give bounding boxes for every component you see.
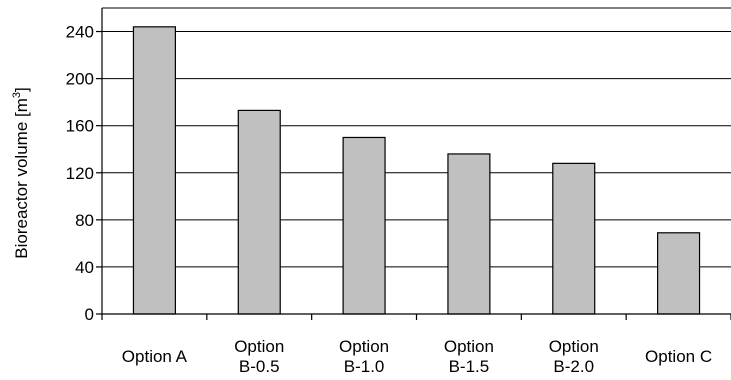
y-tick-labels: 0 40 80 120 160 200 240 bbox=[66, 23, 94, 324]
y-tick-label: 80 bbox=[75, 211, 94, 230]
y-tick-label: 0 bbox=[85, 305, 94, 324]
bar bbox=[447, 153, 491, 315]
y-axis-title-superscript: 3 bbox=[11, 92, 23, 98]
gridlines bbox=[102, 7, 731, 268]
y-tick-label: 160 bbox=[66, 117, 94, 136]
bar bbox=[237, 109, 281, 315]
x-category-label: Option B-1.5 bbox=[444, 337, 494, 376]
x-category-label: Option B-0.5 bbox=[234, 337, 284, 376]
y-tick-label: 240 bbox=[66, 23, 94, 42]
axes bbox=[96, 8, 731, 320]
y-axis-title-main: Bioreactor volume [m bbox=[12, 98, 31, 259]
y-axis-title: Bioreactor volume [m3] bbox=[11, 87, 31, 258]
bar bbox=[552, 162, 596, 315]
bars bbox=[132, 26, 701, 315]
x-category-label: Option C bbox=[645, 347, 712, 366]
x-category-label: Option B-1.0 bbox=[339, 337, 389, 376]
bar bbox=[132, 26, 176, 315]
y-tick-label: 40 bbox=[75, 258, 94, 277]
bar bbox=[657, 232, 701, 315]
x-category-label: Option A bbox=[122, 347, 188, 366]
bar bbox=[342, 136, 386, 315]
y-tick-label: 200 bbox=[66, 70, 94, 89]
y-axis-title-suffix: ] bbox=[12, 87, 31, 92]
x-category-label: Option B-2.0 bbox=[549, 337, 599, 376]
x-category-labels: Option A Option B-0.5 Option B-1.0 Option B-1.… bbox=[122, 337, 712, 376]
y-tick-label: 120 bbox=[66, 164, 94, 183]
